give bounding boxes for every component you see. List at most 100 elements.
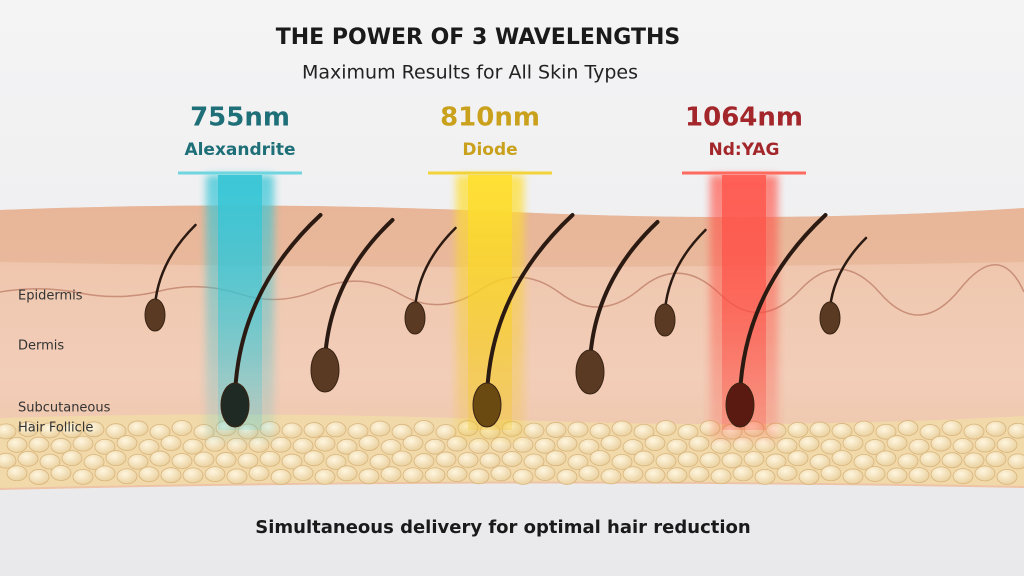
fat-cell bbox=[688, 435, 710, 452]
fat-cell bbox=[402, 467, 424, 484]
fat-cell bbox=[600, 468, 622, 485]
fat-cell bbox=[545, 450, 567, 467]
fat-cell bbox=[831, 450, 853, 466]
fat-cell bbox=[127, 453, 149, 470]
fat-cell bbox=[182, 438, 204, 455]
fat-cell bbox=[930, 435, 952, 452]
fat-cell bbox=[567, 454, 589, 470]
laser-name: Nd:YAG bbox=[709, 140, 780, 160]
follicle bbox=[472, 382, 502, 428]
fat-cell bbox=[61, 422, 83, 439]
fat-cell bbox=[457, 452, 479, 468]
fat-cell bbox=[523, 422, 545, 439]
fat-cell bbox=[248, 465, 270, 482]
fat-cell bbox=[72, 468, 94, 485]
fat-cell bbox=[215, 452, 237, 468]
wavelength-labels: 755nm Alexandrite 810nm Diode 1064nm Nd:YAG bbox=[178, 103, 806, 175]
fat-cell bbox=[1007, 422, 1024, 439]
fat-cell bbox=[72, 435, 94, 452]
fat-cell bbox=[116, 468, 138, 485]
caption: Simultaneous delivery for optimal hair r… bbox=[255, 517, 750, 538]
fat-cell bbox=[611, 420, 633, 437]
fat-cell bbox=[281, 453, 303, 470]
fat-cell bbox=[50, 438, 72, 454]
fat-cell bbox=[402, 435, 424, 451]
fat-cell bbox=[281, 422, 303, 439]
fat-cell bbox=[875, 423, 897, 440]
fat-cell bbox=[842, 435, 864, 452]
fat-cell bbox=[633, 450, 655, 467]
fat-cell bbox=[435, 451, 457, 468]
fat-cell bbox=[94, 438, 116, 455]
fat-cell bbox=[556, 435, 578, 452]
fat-cell bbox=[468, 437, 490, 454]
fat-cell bbox=[897, 453, 919, 470]
fat-cell bbox=[39, 422, 61, 439]
fat-cell bbox=[677, 451, 699, 468]
fat-cell bbox=[347, 450, 369, 466]
fat-cell bbox=[303, 450, 325, 467]
hair-shaft bbox=[828, 236, 868, 310]
fat-cell bbox=[336, 438, 358, 455]
fat-cell bbox=[776, 465, 798, 481]
fat-cell bbox=[875, 450, 897, 467]
fat-cell bbox=[864, 439, 886, 455]
fat-cell bbox=[534, 465, 556, 481]
laser-name: Alexandrite bbox=[184, 140, 295, 160]
fat-cell bbox=[567, 421, 589, 438]
wavelength: 755nm bbox=[190, 103, 290, 133]
fat-cell bbox=[83, 421, 105, 438]
follicle bbox=[575, 349, 605, 395]
fat-cell bbox=[798, 435, 820, 452]
fat-cell bbox=[886, 467, 908, 484]
fat-cell bbox=[633, 423, 655, 440]
fat-cell bbox=[193, 451, 215, 468]
fat-cell bbox=[369, 420, 391, 437]
fat-cell bbox=[28, 436, 50, 453]
fat-cell bbox=[534, 437, 556, 454]
fat-cell bbox=[226, 468, 248, 485]
fat-cell bbox=[710, 468, 732, 485]
hair-shaft bbox=[588, 220, 660, 364]
layer-label: Epidermis bbox=[18, 289, 83, 304]
fat-cell bbox=[303, 422, 325, 438]
fat-cell bbox=[941, 452, 963, 469]
fat-cell bbox=[336, 465, 358, 482]
fat-cell bbox=[809, 421, 831, 438]
fat-cell bbox=[952, 468, 974, 485]
fat-cell bbox=[424, 438, 446, 455]
fat-cell bbox=[688, 466, 710, 483]
follicle bbox=[220, 382, 250, 428]
fat-cell bbox=[600, 435, 622, 452]
fat-cell bbox=[0, 423, 17, 440]
fat-cell bbox=[325, 421, 347, 438]
fat-cell bbox=[842, 468, 864, 485]
fat-cell bbox=[523, 453, 545, 470]
fat-cell bbox=[116, 435, 138, 451]
fat-cell bbox=[996, 437, 1018, 453]
title: THE POWER OF 3 WAVELENGTHS bbox=[276, 25, 680, 50]
fat-cell bbox=[743, 451, 765, 467]
fat-cell bbox=[314, 469, 336, 485]
follicle bbox=[725, 382, 755, 428]
follicle bbox=[310, 347, 340, 393]
fat-cell bbox=[908, 438, 930, 455]
follicle bbox=[144, 298, 166, 332]
fat-cell bbox=[820, 465, 842, 482]
fat-cell bbox=[94, 465, 116, 482]
fat-cell bbox=[864, 466, 886, 482]
hair-shaft bbox=[413, 226, 457, 310]
fat-cell bbox=[963, 452, 985, 469]
fat-cell bbox=[369, 453, 391, 470]
fat-cell bbox=[996, 468, 1018, 485]
fat-cell bbox=[512, 469, 534, 485]
hairs bbox=[144, 213, 868, 428]
layer-label: Dermis bbox=[18, 339, 64, 354]
fat-cell bbox=[138, 439, 160, 455]
laser-name: Diode bbox=[462, 140, 517, 160]
fat-cell bbox=[490, 465, 512, 482]
fat-cell bbox=[413, 420, 435, 436]
fat-cell bbox=[149, 423, 171, 440]
fat-cell bbox=[17, 421, 39, 437]
